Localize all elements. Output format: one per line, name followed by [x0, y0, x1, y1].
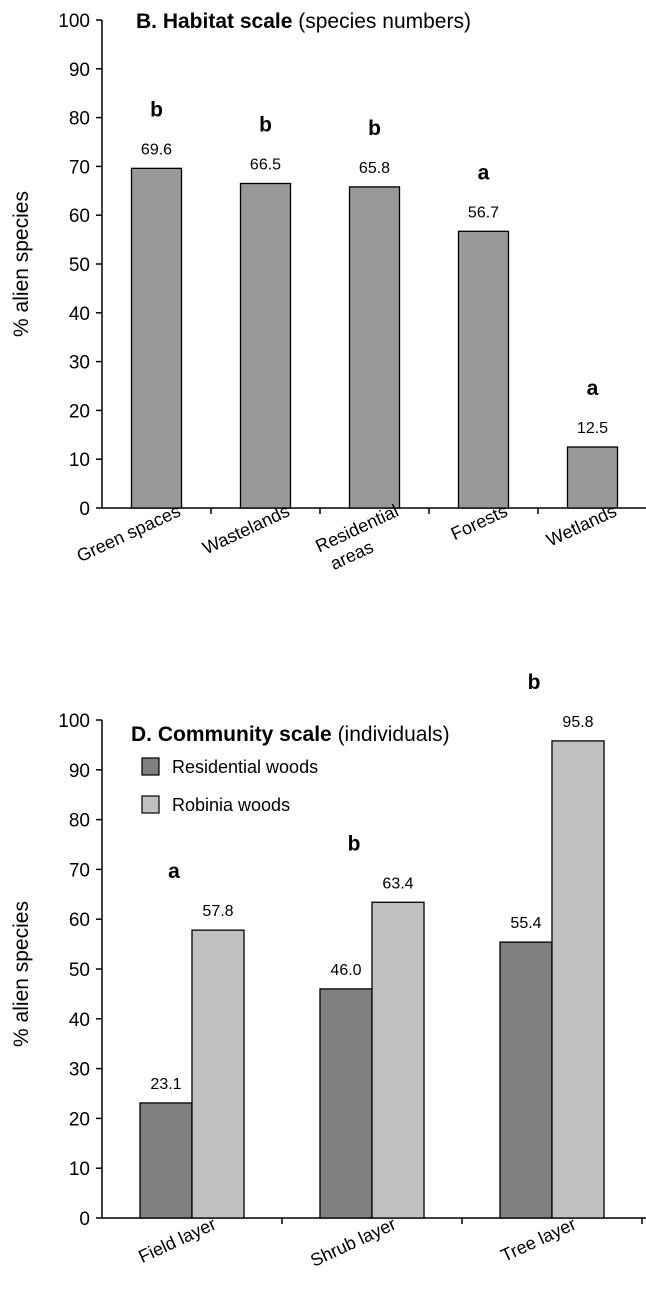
significance-letter: b	[528, 671, 541, 694]
y-tick-label: 70	[69, 157, 90, 178]
chart-title-bold: B. Habitat scale	[136, 10, 292, 33]
bar	[499, 941, 553, 1219]
significance-letter: b	[368, 117, 381, 140]
y-tick-label: 20	[69, 401, 90, 422]
y-tick-label: 50	[69, 255, 90, 276]
y-tick-label: 70	[69, 860, 90, 881]
y-tick-label: 20	[69, 1109, 90, 1130]
chart-2: D. Community scale (individuals) 0 10 20 30 4…	[10, 671, 646, 1271]
x-tick-label-line: Green spaces	[74, 501, 184, 566]
data-label: 65.8	[359, 160, 390, 177]
y-tick-label: 60	[69, 206, 90, 227]
y-tick-label: 90	[69, 761, 90, 782]
chart-title-rest: (individuals)	[332, 723, 450, 746]
x-tick-label: Tree layer	[498, 1214, 579, 1266]
chart-title-bold: D. Community scale	[131, 723, 332, 746]
y-tick-label: 10	[69, 450, 90, 471]
y-tick-label: 50	[69, 960, 90, 981]
bar	[130, 167, 183, 509]
significance-letter: a	[478, 161, 490, 184]
chart-title: D. Community scale (individuals)	[131, 723, 450, 746]
significance-letter: b	[150, 98, 163, 121]
x-tick-label-line: Field layer	[135, 1214, 219, 1267]
bar	[566, 446, 619, 509]
y-axis-label: % alien species	[10, 191, 33, 337]
y-tick-label: 60	[69, 910, 90, 931]
y-tick-label: 100	[58, 11, 90, 32]
y-tick-label: 30	[69, 353, 90, 374]
bar	[551, 740, 605, 1219]
y-tick-label: 0	[79, 1209, 90, 1230]
y-tick-label: 80	[69, 811, 90, 832]
y-tick-label: 10	[69, 1159, 90, 1180]
data-label: 56.7	[468, 204, 499, 221]
legend-label: Robinia woods	[172, 795, 290, 815]
chart-1: B. Habitat scale (species numbers) 0 10 20 3…	[10, 10, 646, 577]
y-tick-label: 40	[69, 304, 90, 325]
y-axis-label: % alien species	[10, 901, 33, 1047]
bar	[239, 182, 292, 509]
y-tick-label: 30	[69, 1060, 90, 1081]
significance-letter: b	[259, 113, 272, 136]
y-tick-label: 90	[69, 60, 90, 81]
x-tick-label: Shrub layer	[307, 1214, 399, 1271]
data-label: 95.8	[562, 714, 593, 731]
bar	[191, 929, 245, 1219]
x-tick-label: Field layer	[135, 1214, 219, 1267]
y-tick-label: 0	[79, 499, 90, 520]
x-tick-label-line: Tree layer	[498, 1214, 579, 1266]
legend: Residential woods Robinia woods	[141, 757, 318, 815]
bar	[371, 901, 425, 1219]
data-label: 69.6	[141, 141, 172, 158]
y-tick-label: 40	[69, 1010, 90, 1031]
x-tick-label: Wastelands	[199, 501, 292, 559]
data-label: 46.0	[330, 962, 361, 979]
y-tick-label: 80	[69, 109, 90, 130]
data-label: 57.8	[202, 903, 233, 920]
data-label: 12.5	[577, 420, 608, 437]
x-tick-label: Green spaces	[74, 501, 184, 566]
x-tick-label: Residentialareas	[312, 501, 410, 577]
significance-letter: a	[587, 377, 599, 400]
x-tick-label-line: Shrub layer	[307, 1214, 399, 1271]
legend-label: Residential woods	[172, 757, 318, 777]
chart-title-rest: (species numbers)	[292, 10, 471, 33]
legend-swatch	[141, 757, 160, 776]
significance-letter: b	[348, 832, 361, 855]
bar	[139, 1102, 193, 1219]
data-label: 55.4	[510, 915, 541, 932]
bar	[319, 988, 373, 1219]
bar	[457, 230, 510, 509]
x-tick-label-line: Wastelands	[199, 501, 292, 559]
significance-letter: a	[168, 860, 180, 883]
legend-swatch	[141, 795, 160, 814]
data-label: 63.4	[382, 875, 413, 892]
data-label: 23.1	[150, 1076, 181, 1093]
data-label: 66.5	[250, 156, 281, 173]
chart-title: B. Habitat scale (species numbers)	[136, 10, 471, 33]
bar	[348, 186, 401, 509]
y-tick-label: 100	[58, 711, 90, 732]
